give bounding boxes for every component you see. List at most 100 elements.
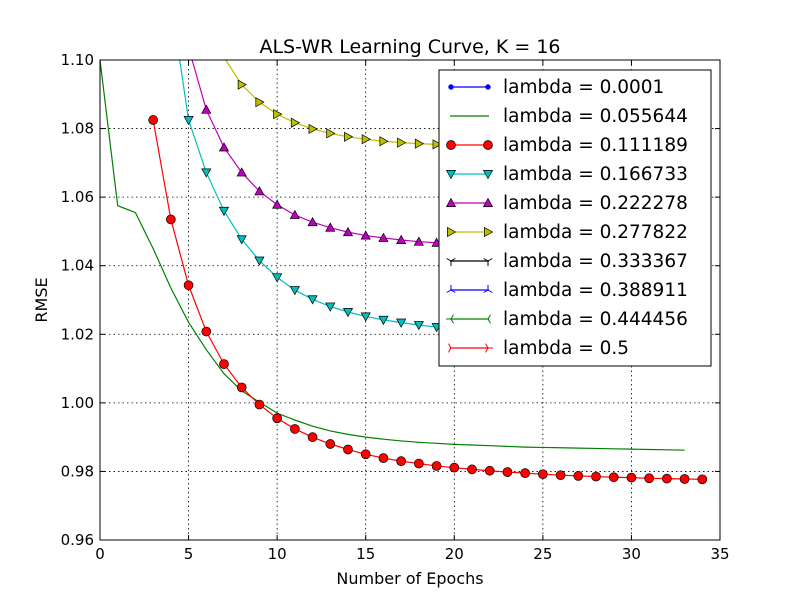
legend-marker	[447, 226, 457, 238]
series-1	[100, 60, 685, 451]
legend-marker	[484, 226, 494, 238]
data-point	[307, 432, 318, 442]
data-point	[413, 236, 424, 246]
data-point	[697, 474, 708, 485]
data-point	[254, 186, 265, 196]
legend-marker-stroke	[487, 289, 493, 293]
legend-marker	[445, 197, 457, 207]
legend-marker-stroke	[448, 347, 452, 353]
legend-entry: lambda = 0.388911	[446, 280, 688, 301]
data-point	[502, 467, 513, 477]
data-point	[662, 473, 672, 484]
data-point	[467, 464, 477, 475]
data-point	[201, 326, 212, 337]
data-point	[237, 79, 247, 90]
x-axis-title: Number of Epochs	[336, 569, 483, 588]
data-point	[236, 167, 247, 177]
legend-marker	[445, 170, 457, 180]
legend-marker	[446, 285, 456, 293]
data-point	[326, 128, 336, 139]
x-tick-label: 35	[710, 545, 729, 563]
data-point	[289, 209, 300, 219]
x-tick-label: 5	[184, 545, 194, 563]
data-point	[218, 142, 230, 152]
data-point	[343, 444, 353, 455]
data-point	[219, 359, 229, 369]
y-tick-label: 1.02	[61, 325, 94, 343]
legend-marker-stroke	[483, 289, 489, 293]
legend-label: lambda = 0.277822	[503, 222, 688, 243]
legend-entry: lambda = 0.055644	[450, 106, 688, 127]
legend-label: lambda = 0.388911	[503, 280, 688, 301]
data-point	[236, 382, 247, 393]
legend-label: lambda = 0.055644	[503, 106, 688, 127]
x-tick-label: 25	[533, 545, 552, 563]
data-point	[255, 97, 265, 108]
legend-marker-stroke	[450, 318, 454, 324]
data-point	[414, 458, 424, 469]
legend-marker-stroke	[487, 318, 491, 324]
data-point	[573, 471, 584, 481]
legend-label: lambda = 0.166733	[503, 164, 688, 185]
data-point	[644, 473, 654, 484]
y-tick-label: 1.00	[61, 394, 94, 412]
data-point	[626, 472, 637, 483]
legend-marker	[448, 343, 456, 353]
data-point	[342, 226, 354, 237]
x-tick-label: 15	[356, 545, 375, 563]
data-point	[555, 470, 566, 481]
legend-label: lambda = 0.0001	[503, 77, 664, 98]
data-point	[325, 302, 336, 312]
legend-marker-stroke	[448, 343, 452, 349]
series-5	[225, 60, 442, 150]
series-2	[148, 115, 708, 485]
data-point	[325, 222, 336, 232]
legend-entry: lambda = 0.0001	[448, 77, 664, 98]
legend-marker	[485, 343, 493, 353]
series-line	[100, 60, 685, 451]
y-tick-label: 1.04	[61, 257, 94, 275]
legend-entry: lambda = 0.166733	[445, 164, 688, 185]
series-layer	[100, 60, 708, 485]
legend-label: lambda = 0.111189	[503, 135, 688, 156]
data-point	[218, 206, 230, 217]
data-point	[397, 137, 407, 148]
y-tick-label: 1.08	[61, 120, 94, 138]
legend-label: lambda = 0.333367	[503, 251, 688, 272]
legend-entry: lambda = 0.444456	[446, 309, 688, 330]
data-point	[342, 308, 354, 318]
data-point	[254, 399, 265, 410]
legend-marker-stroke	[483, 258, 489, 262]
data-point	[378, 453, 389, 463]
legend-entry: lambda = 0.277822	[447, 222, 688, 243]
y-axis-title: RMSE	[32, 277, 51, 322]
data-point	[484, 465, 495, 476]
legend-marker-stroke	[487, 258, 493, 262]
legend: lambda = 0.0001 lambda = 0.055644 lambda =…	[438, 69, 712, 367]
legend-entry: lambda = 0.222278	[445, 193, 688, 214]
data-point	[360, 230, 371, 240]
chart-title: ALS-WR Learning Curve, K = 16	[259, 36, 560, 58]
legend-marker-stroke	[485, 343, 489, 349]
data-point	[236, 235, 247, 245]
data-point	[290, 117, 301, 128]
data-point	[378, 232, 389, 242]
data-point	[538, 469, 548, 480]
data-point	[360, 312, 371, 322]
legend-label: lambda = 0.444456	[503, 309, 688, 330]
legend-marker	[483, 314, 491, 324]
data-point	[325, 439, 336, 449]
data-point	[289, 286, 300, 296]
data-point	[361, 134, 371, 145]
data-point	[201, 168, 212, 178]
legend-marker-stroke	[450, 258, 456, 262]
x-tick-label: 20	[445, 545, 464, 563]
legend-marker	[483, 258, 493, 266]
data-point	[183, 116, 194, 126]
data-point	[272, 413, 282, 424]
data-point	[166, 214, 176, 225]
data-point	[432, 139, 442, 150]
legend-marker-stroke	[446, 289, 452, 293]
data-point	[273, 109, 283, 120]
